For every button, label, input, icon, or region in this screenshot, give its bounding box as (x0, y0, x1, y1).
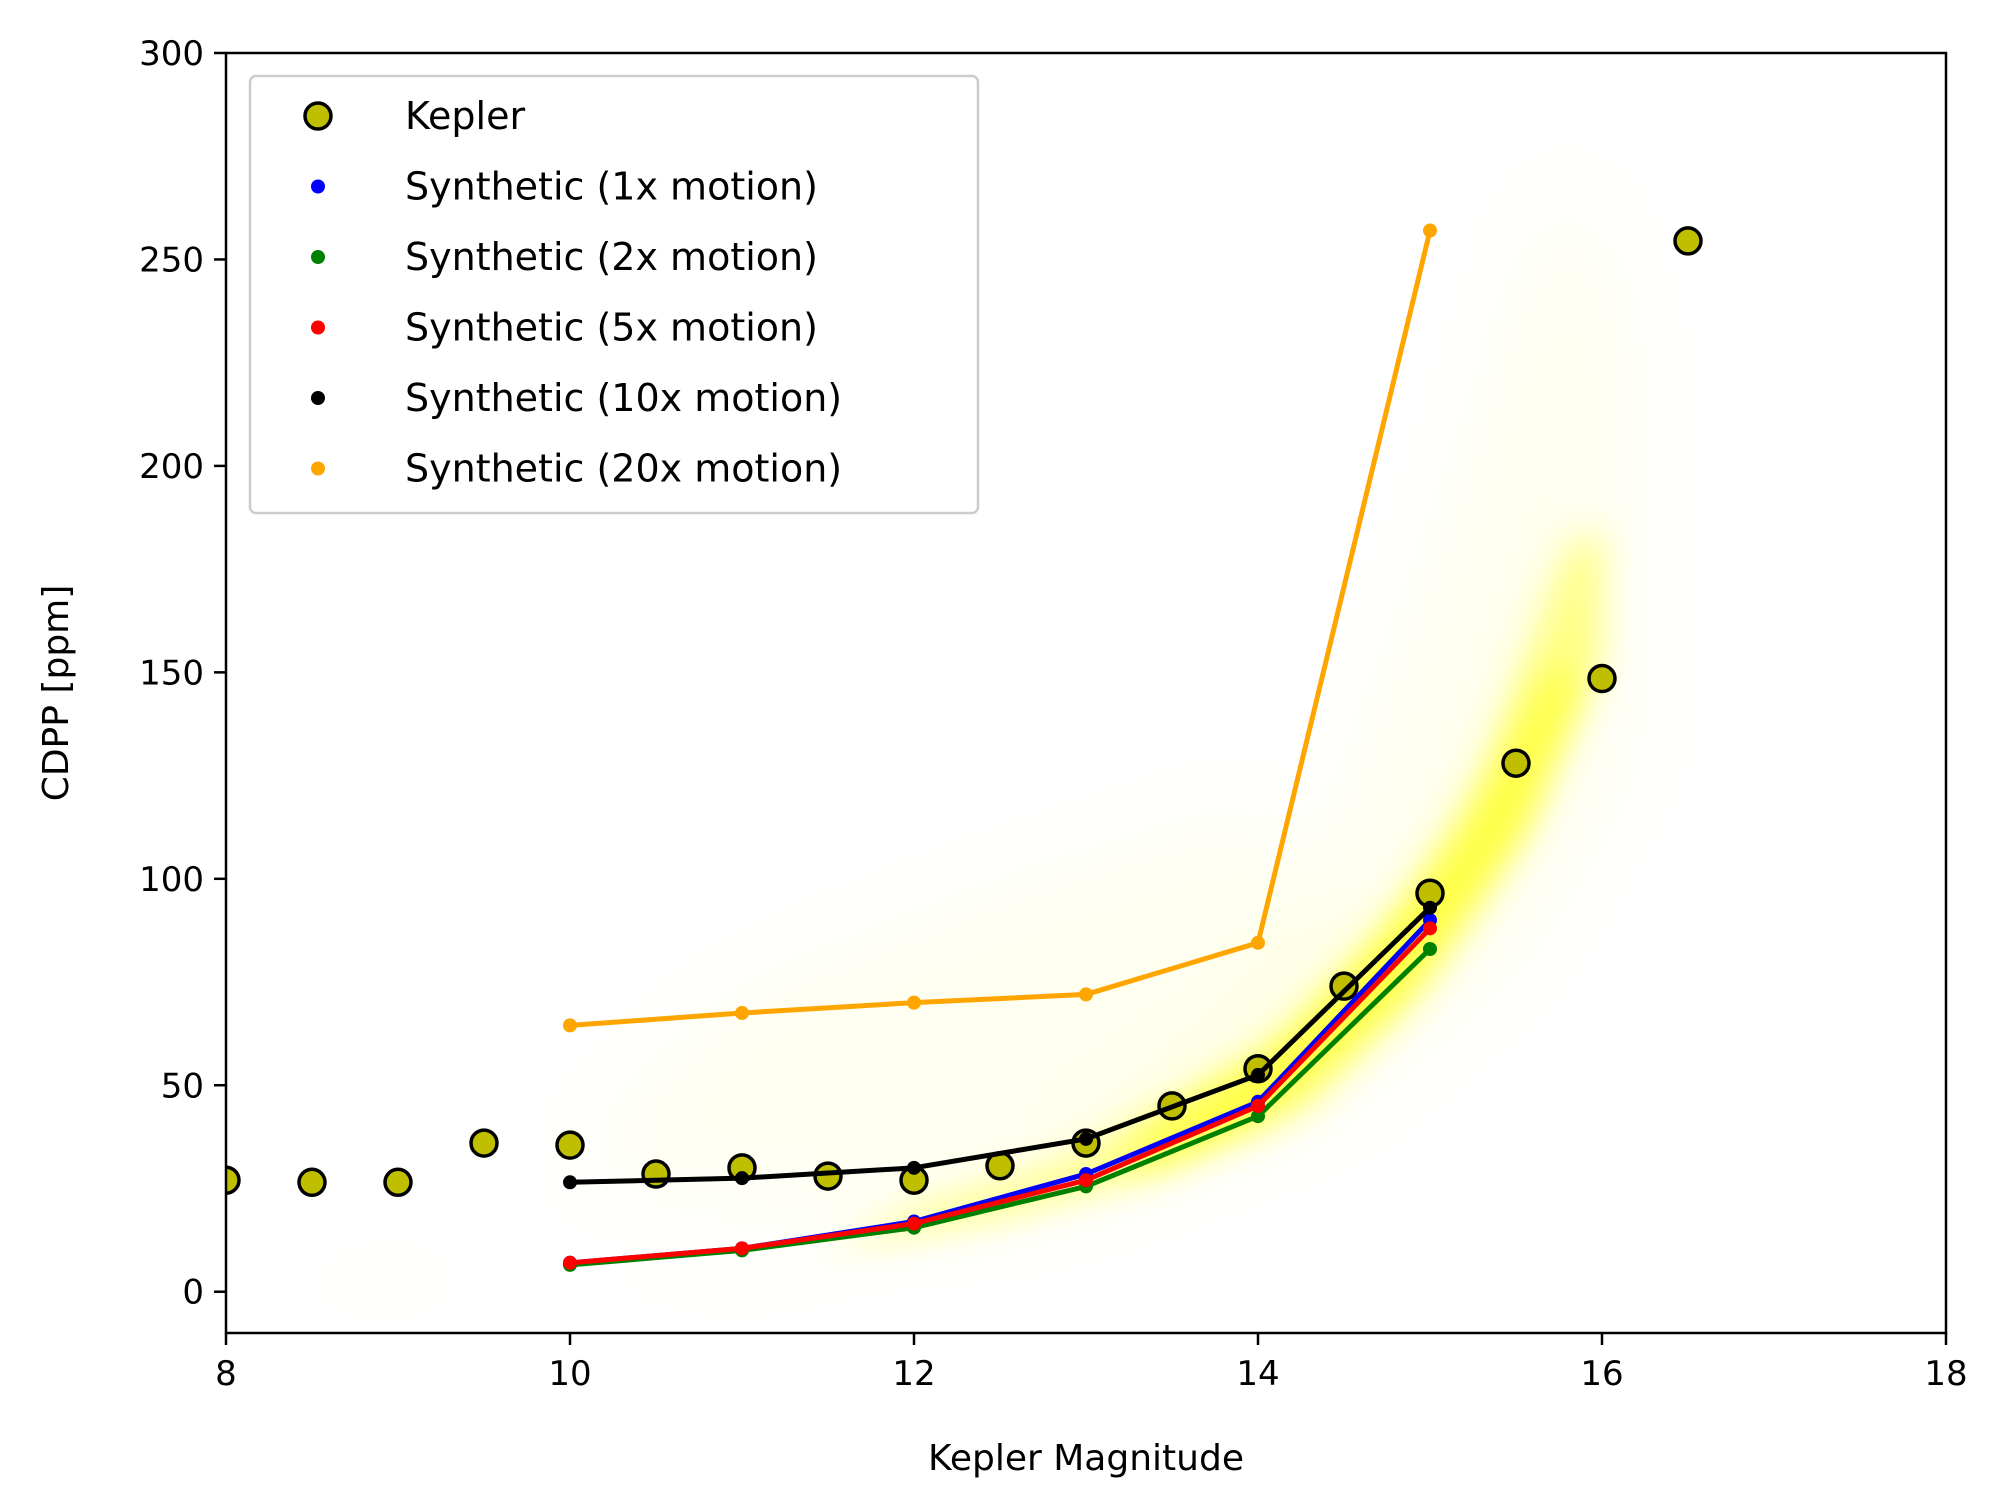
legend-item: Synthetic (10x motion) (311, 376, 842, 420)
x-tick-label: 10 (548, 1354, 591, 1394)
legend-label: Kepler (405, 94, 525, 138)
legend-label: Synthetic (1x motion) (405, 165, 818, 209)
data-point (1423, 942, 1437, 956)
legend-label: Synthetic (2x motion) (405, 235, 818, 279)
x-axis: 8 10 12 14 16 18 (215, 1333, 1968, 1394)
plot-frame (224, 51, 1948, 1335)
data-point (1587, 663, 1617, 694)
x-tick-label: 18 (1924, 1354, 1967, 1394)
data-point (907, 1160, 921, 1175)
data-point (1423, 223, 1437, 238)
y-axis: 0 50 100 150 200 250 300 (139, 34, 226, 1313)
legend-marker (311, 391, 325, 405)
data-point (1673, 226, 1703, 256)
data-point (1251, 1098, 1265, 1113)
y-axis-label: CDPP [ppm] (36, 585, 77, 802)
y-tick-label: 200 (139, 447, 204, 487)
data-point (641, 1159, 671, 1189)
y-tick-label: 100 (139, 860, 204, 900)
legend-marker (303, 101, 333, 131)
data-point (907, 1216, 921, 1231)
data-point (469, 1128, 499, 1158)
x-tick-label: 16 (1580, 1354, 1623, 1394)
x-tick-label: 8 (215, 1354, 237, 1394)
y-tick-label: 0 (182, 1273, 204, 1313)
data-point (563, 1175, 577, 1190)
legend-label: Synthetic (5x motion) (405, 306, 818, 350)
legend-label: Synthetic (10x motion) (405, 376, 842, 420)
legend-item: Synthetic (2x motion) (311, 235, 818, 279)
series-line-5 (569, 229, 1433, 1028)
legend-item: Synthetic (20x motion) (311, 447, 842, 491)
data-point (735, 1171, 749, 1186)
series-line-3 (569, 926, 1432, 1266)
data-point (813, 1161, 843, 1191)
y-tick-label: 50 (161, 1066, 204, 1106)
data-point (1329, 971, 1359, 1001)
legend-marker (311, 250, 325, 264)
y-tick-label: 250 (139, 240, 204, 280)
data-point (563, 1018, 577, 1033)
data-point (1501, 748, 1531, 778)
data-point (1423, 900, 1437, 915)
data-point (907, 995, 921, 1010)
legend-item: Synthetic (5x motion) (311, 306, 818, 350)
data-point (563, 1255, 577, 1270)
x-tick-label: 12 (892, 1354, 935, 1394)
series-3 (563, 921, 1437, 1270)
data-point (735, 1006, 749, 1020)
legend: Kepler Synthetic (1x motion) Synthetic (2x… (248, 74, 980, 515)
series-line-4 (569, 905, 1432, 1185)
x-axis-label: Kepler Magnitude (928, 1438, 1244, 1479)
data-point (383, 1167, 413, 1198)
data-point (1251, 935, 1265, 950)
legend-marker (311, 179, 325, 194)
data-point (1251, 1109, 1265, 1124)
legend-marker (311, 320, 325, 335)
y-tick-label: 300 (139, 34, 204, 74)
legend-item: Kepler (303, 94, 525, 138)
data-point (226, 1165, 241, 1195)
data-point (1251, 1067, 1265, 1082)
cloud-scatter-region (570, 816, 1362, 1201)
x-tick-label: 14 (1236, 1354, 1279, 1394)
cloud-core (1120, 672, 1585, 1177)
legend-label: Synthetic (20x motion) (405, 447, 842, 491)
data-point (735, 1241, 749, 1256)
y-tick-label: 150 (139, 653, 204, 693)
legend-marker (311, 461, 325, 476)
data-point (1079, 1173, 1093, 1188)
data-point (1079, 1131, 1093, 1146)
data-point (1423, 921, 1437, 936)
legend-item: Synthetic (1x motion) (311, 165, 818, 209)
series-5 (563, 223, 1437, 1033)
data-point (297, 1167, 327, 1198)
data-point (1079, 987, 1093, 1002)
data-point (555, 1130, 585, 1160)
series-4 (563, 900, 1437, 1190)
series-layer (226, 223, 1703, 1272)
legend-box (248, 74, 980, 515)
